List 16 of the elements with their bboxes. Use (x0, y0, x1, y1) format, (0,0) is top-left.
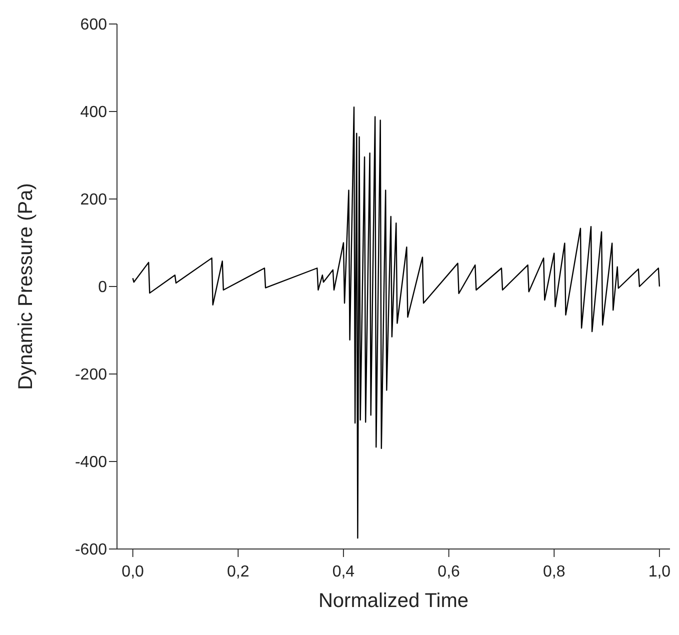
y-tick-label: -200 (74, 366, 108, 384)
line-series (132, 106, 660, 539)
x-tick-label: 0,0 (122, 563, 144, 580)
x-tick-label: 0,8 (543, 563, 566, 580)
y-tick-label: -600 (74, 542, 108, 559)
y-tick-label: 0 (98, 279, 108, 296)
y-axis-title: Dynamic Pressure (Pa) (15, 183, 38, 390)
y-tick-label: 600 (80, 16, 108, 34)
y-tick-label: -400 (74, 454, 108, 472)
x-tick-label: 0,2 (227, 563, 250, 580)
x-axis-title: Normalized Time (318, 590, 469, 612)
x-tick-label: 0,4 (332, 563, 355, 580)
x-tick-label: 0,6 (438, 563, 460, 580)
x-tick-label: 1,0 (648, 563, 671, 580)
y-tick-label: 400 (80, 104, 108, 122)
y-tick-label: 200 (80, 192, 108, 209)
